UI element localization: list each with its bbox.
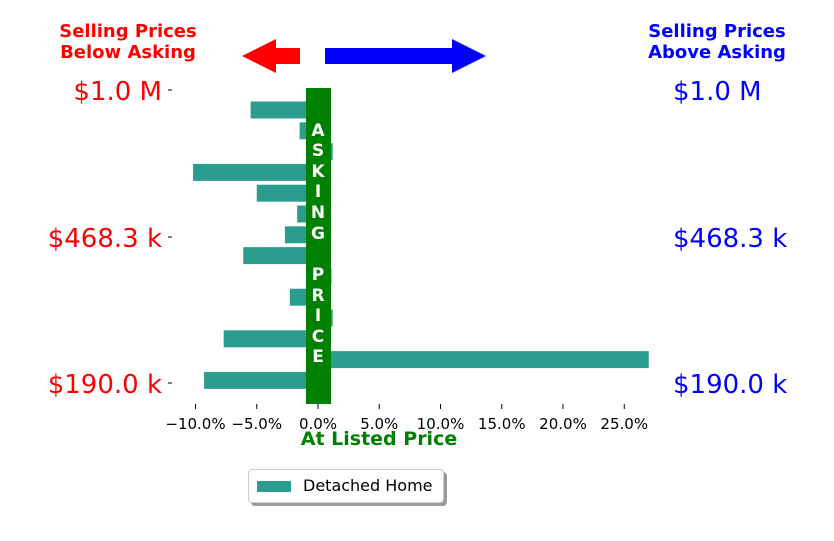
right-price-label: $468.3 k [673, 224, 787, 254]
x-tick-label: 5.0% [360, 415, 398, 433]
left-price-label: $190.0 k [48, 370, 162, 400]
x-tick-label: −10.0% [165, 415, 225, 433]
asking-price-bar [306, 88, 331, 404]
right-arrow-icon [325, 39, 486, 73]
y-axis-labels: $1.0 M $468.3 k $190.0 k $1.0 M $468.3 k $190… [48, 77, 788, 400]
bar-13 [204, 371, 318, 389]
direction-arrows [242, 39, 486, 73]
right-price-label: $190.0 k [673, 370, 787, 400]
asking-price-letter: I [315, 306, 321, 326]
legend-label: Detached Home [303, 476, 433, 495]
left-price-label: $1.0 M [73, 77, 162, 107]
below-asking-label: Selling Prices Below Asking [59, 21, 197, 63]
x-tick-label: 20.0% [539, 415, 587, 433]
bar-7 [243, 247, 318, 265]
x-tick-label: −5.0% [231, 415, 282, 433]
asking-price-letter: N [311, 203, 325, 223]
above-asking-label: Selling Prices Above Asking [648, 21, 786, 63]
x-tick-label: 25.0% [600, 415, 648, 433]
asking-price-letter: S [312, 141, 324, 161]
asking-price-letter: E [312, 347, 324, 367]
legend-swatch [257, 481, 291, 492]
asking-price-letter: R [311, 286, 324, 306]
left-arrow-icon [242, 39, 300, 73]
bar-3 [193, 163, 318, 181]
legend: Detached Home [248, 469, 444, 503]
left-price-label: $468.3 k [48, 224, 162, 254]
right-price-label: $1.0 M [673, 77, 762, 107]
bar-11 [223, 330, 318, 348]
bar-12 [318, 351, 649, 369]
x-axis: −10.0% −5.0% 0.0% 5.0% 10.0% 15.0% 20.0% 25.0% [165, 404, 648, 433]
x-tick-label: 10.0% [417, 415, 465, 433]
left-axis [168, 89, 172, 384]
bar-0 [250, 101, 318, 119]
x-tick-label: 15.0% [478, 415, 526, 433]
asking-price-letter: I [315, 182, 321, 202]
asking-price-letter: G [311, 224, 325, 244]
x-axis-label: At Listed Price [301, 428, 457, 450]
bar-4 [256, 184, 318, 202]
x-tick-label: 0.0% [299, 415, 337, 433]
asking-price-letter: A [311, 121, 325, 141]
asking-price-letter: C [312, 327, 324, 347]
bars-group [193, 101, 649, 389]
asking-price-letter: P [312, 265, 324, 285]
asking-price-letter: K [311, 162, 325, 182]
